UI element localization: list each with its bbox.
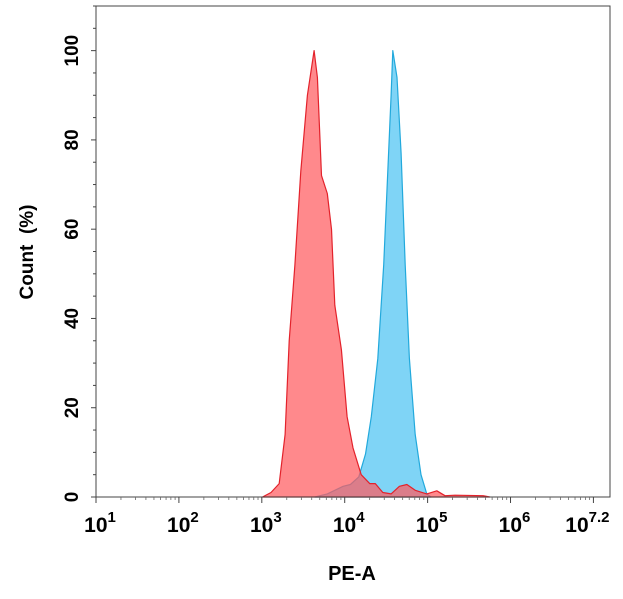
y-tick-label: 20 <box>62 397 83 418</box>
x-tick-label: 106 <box>499 509 531 537</box>
x-tick-label: 105 <box>416 509 448 537</box>
x-axis: 101 102 103 104 105 106 107.2 <box>84 497 610 537</box>
y-tick-label: 60 <box>62 219 83 240</box>
y-tick-label: 100 <box>62 35 83 67</box>
plot-frame <box>95 5 611 498</box>
plot-area <box>261 50 491 498</box>
y-tick-label: 0 <box>62 492 83 503</box>
x-tick-label: 101 <box>84 509 116 537</box>
x-tick-label: 107.2 <box>565 509 609 537</box>
series-2-area <box>261 50 491 498</box>
y-axis-label: Count (%) <box>17 205 38 300</box>
x-tick-label: 104 <box>333 509 365 537</box>
x-tick-label: 103 <box>250 509 282 537</box>
y-tick-label: 40 <box>62 308 83 329</box>
x-axis-label: PE-A <box>328 563 376 585</box>
x-tick-label: 102 <box>167 509 199 537</box>
y-axis: 0 20 40 60 80 100 <box>62 5 96 503</box>
y-tick-label: 80 <box>62 129 83 150</box>
